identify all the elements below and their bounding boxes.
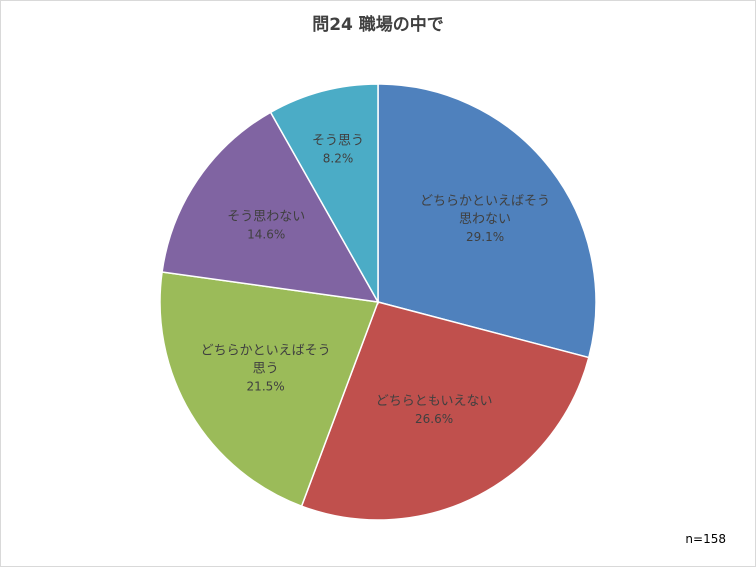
pie-slice-3: [161, 111, 380, 303]
slice-2-percent-label: 21.5%: [247, 379, 285, 393]
slice-0-label-line-0: どちらかといえばそう: [420, 194, 550, 209]
slice-1-percent-label: 26.6%: [415, 412, 453, 426]
slice-2-label-line-0: どちらかといえばそう: [201, 343, 331, 358]
slice-0-percent-label: 29.1%: [466, 230, 504, 244]
slice-4-label-line-0: そう思う: [312, 134, 364, 149]
pie-slice-4: [269, 83, 379, 305]
sample-size-note: n=158: [685, 532, 726, 546]
slice-1-label-line-0: どちらともいえない: [376, 394, 493, 409]
slice-0-label-line-1: 思わない: [459, 212, 511, 227]
pie-slice-2: [159, 271, 380, 508]
slice-3-percent-label: 14.6%: [247, 228, 285, 242]
pie-slice-0: [377, 83, 597, 359]
slice-3-label-line-0: そう思わない: [227, 210, 305, 225]
pie-slice-1: [300, 301, 590, 521]
slice-4-percent-label: 8.2%: [323, 152, 354, 166]
slice-2-label-line-1: 思う: [253, 361, 279, 376]
chart-title: 問24 職場の中で: [312, 15, 444, 35]
